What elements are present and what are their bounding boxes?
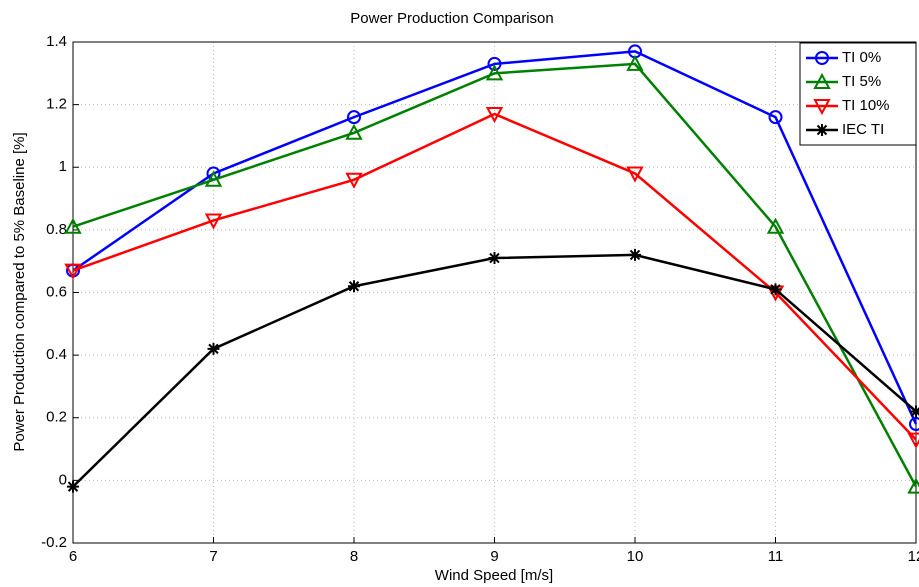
marker	[626, 54, 644, 71]
marker	[813, 99, 831, 116]
x-axis-label: Wind Speed [m/s]	[435, 567, 553, 584]
y-tick-label: 0.6	[46, 283, 67, 300]
legend-label: TI 0%	[842, 49, 881, 66]
x-tick-label: 7	[209, 548, 217, 565]
marker	[485, 107, 504, 124]
series-line	[72, 62, 918, 488]
y-axis-label: Power Production compared to 5% Baseline…	[11, 132, 28, 451]
y-tick-label: 0.8	[46, 221, 67, 238]
marker	[64, 217, 82, 234]
marker	[488, 252, 501, 265]
legend-label: IEC TI	[842, 121, 884, 138]
marker	[909, 417, 919, 432]
marker	[629, 248, 641, 261]
marker	[204, 213, 223, 230]
marker	[345, 123, 363, 140]
y-tick-label: -0.2	[41, 534, 67, 551]
marker	[626, 166, 644, 183]
marker	[910, 405, 919, 418]
marker	[67, 480, 79, 493]
x-tick-label: 10	[627, 548, 644, 565]
axes-box	[72, 41, 917, 544]
marker	[907, 477, 919, 494]
marker	[769, 283, 782, 296]
x-tick-label: 12	[908, 548, 919, 565]
chart-title: Power Production Comparison	[350, 10, 553, 27]
marker	[345, 172, 363, 189]
y-tick-label: 1.4	[46, 33, 67, 50]
marker	[816, 124, 828, 136]
marker	[348, 280, 360, 293]
x-tick-label: 11	[768, 548, 784, 565]
marker	[64, 263, 82, 280]
marker	[204, 170, 223, 187]
x-tick-label: 9	[490, 548, 498, 565]
y-tick-label: 1.2	[46, 96, 67, 113]
marker	[766, 217, 785, 234]
marker	[768, 110, 783, 125]
marker	[347, 110, 361, 125]
legend-label: TI 10%	[842, 97, 890, 114]
y-tick-label: 0.4	[46, 346, 67, 363]
marker	[815, 51, 829, 65]
marker	[485, 64, 504, 81]
x-tick-label: 6	[69, 548, 77, 565]
y-tick-label: 0	[59, 471, 67, 488]
legend: TI 0% TI 5% TI 10% IEC TI	[799, 42, 917, 146]
marker	[907, 432, 919, 449]
marker	[487, 56, 502, 71]
marker	[813, 72, 831, 89]
marker	[207, 342, 220, 355]
y-tick-label: 0.2	[46, 409, 67, 426]
legend-label: TI 5%	[842, 73, 881, 90]
y-tick-label: 1	[59, 158, 67, 175]
x-tick-label: 8	[350, 548, 358, 565]
